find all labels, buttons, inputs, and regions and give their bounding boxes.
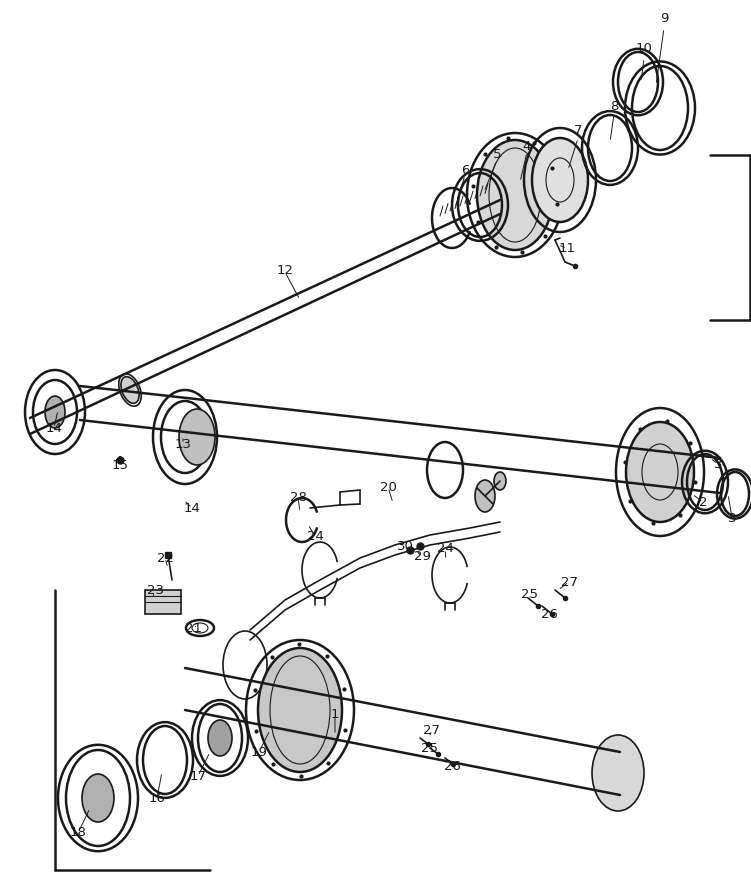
Text: 22: 22 [156, 551, 173, 565]
Ellipse shape [494, 472, 506, 490]
Ellipse shape [179, 409, 215, 465]
Text: 3: 3 [728, 511, 736, 525]
Text: 26: 26 [541, 607, 557, 621]
Text: 25: 25 [421, 741, 439, 755]
Text: 6: 6 [461, 163, 469, 177]
Text: 11: 11 [559, 242, 575, 255]
Ellipse shape [208, 720, 232, 756]
Text: 12: 12 [276, 264, 294, 276]
Ellipse shape [121, 377, 139, 403]
Text: 10: 10 [635, 42, 653, 54]
Text: 24: 24 [436, 543, 454, 556]
Text: 2: 2 [698, 496, 707, 509]
Text: 3: 3 [713, 457, 722, 471]
Text: 15: 15 [111, 458, 128, 472]
Ellipse shape [626, 422, 694, 522]
Ellipse shape [592, 735, 644, 811]
Text: 18: 18 [70, 827, 86, 839]
Text: 13: 13 [174, 438, 192, 450]
Ellipse shape [258, 648, 342, 772]
Ellipse shape [82, 774, 114, 822]
Text: 9: 9 [660, 12, 668, 25]
Ellipse shape [475, 480, 495, 512]
Text: 14: 14 [46, 422, 62, 434]
Text: 29: 29 [414, 551, 430, 564]
Text: 20: 20 [379, 480, 397, 494]
Text: 27: 27 [424, 724, 441, 736]
Text: 27: 27 [560, 575, 578, 589]
Text: 24: 24 [306, 530, 324, 543]
Text: 17: 17 [189, 770, 207, 782]
Text: 26: 26 [444, 760, 460, 773]
Text: 4: 4 [523, 139, 531, 153]
Text: 23: 23 [146, 583, 164, 597]
Text: 5: 5 [493, 147, 501, 161]
Text: 21: 21 [185, 622, 201, 635]
Ellipse shape [532, 138, 588, 222]
Ellipse shape [45, 396, 65, 428]
Text: 25: 25 [521, 588, 538, 600]
Text: 16: 16 [149, 791, 165, 805]
Text: 30: 30 [397, 541, 414, 553]
Text: 8: 8 [610, 99, 618, 113]
Text: 1: 1 [330, 709, 339, 721]
Ellipse shape [477, 140, 553, 250]
Text: 19: 19 [251, 746, 267, 758]
Text: 7: 7 [574, 123, 582, 137]
Text: 28: 28 [290, 490, 306, 503]
Text: 14: 14 [183, 502, 201, 514]
Bar [145, 590, 181, 614]
